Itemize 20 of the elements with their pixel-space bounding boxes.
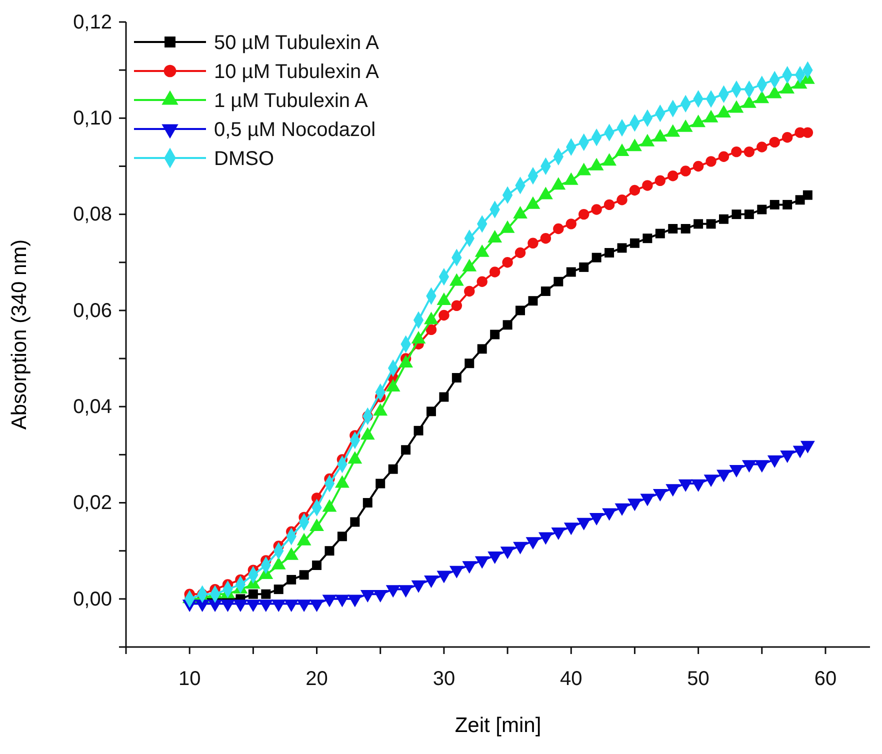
y-tick-label: 0,12 [73,11,112,34]
y-tick-label: 0,08 [73,204,112,226]
x-tick-label: 40 [560,668,582,690]
legend-label: 0,5 µM Nocodazol [214,119,376,141]
x-tick-label: 10 [178,668,201,690]
x-tick-label: 20 [306,668,328,690]
y-tick-label: 0,06 [73,300,112,322]
legend-label: DMSO [214,148,274,170]
y-tick-label: 0,02 [73,492,112,514]
legend-label: 1 µM Tubulexin A [214,90,368,112]
y-tick-label: 0,00 [73,588,112,610]
y-axis-title: Absorption (340 nm) [8,239,31,430]
legend-label: 50 µM Tubulexin A [214,32,380,54]
legend-label: 10 µM Tubulexin A [214,61,380,83]
x-tick-label: 30 [432,668,456,690]
x-axis-title: Zeit [min] [454,714,542,737]
x-tick-label: 50 [687,668,710,690]
x-tick-label: 60 [814,668,837,690]
y-tick-label: 0,04 [73,396,112,418]
y-tick-label: 0,10 [73,108,112,130]
